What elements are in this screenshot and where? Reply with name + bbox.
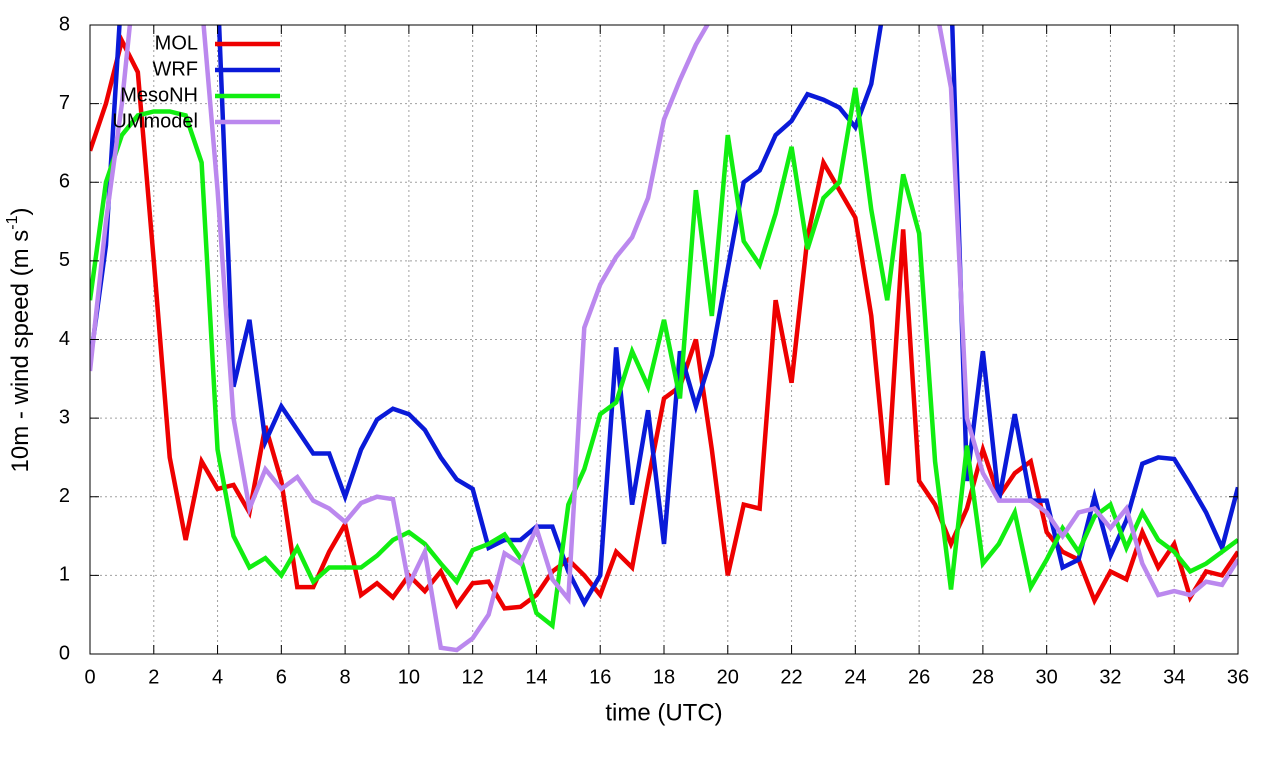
x-tick-label: 12 (462, 666, 484, 688)
y-tick-label: 6 (59, 171, 70, 193)
x-tick-label: 16 (589, 666, 611, 688)
x-tick-label: 4 (212, 666, 223, 688)
y-tick-label: 2 (59, 485, 70, 507)
series-line (90, 34, 1238, 611)
x-tick-label: 36 (1227, 666, 1249, 688)
y-tick-label: 0 (59, 642, 70, 664)
legend-label: WRF (152, 58, 198, 80)
y-tick-label: 5 (59, 249, 70, 271)
x-axis-title: time (UTC) (605, 699, 722, 726)
x-tick-label: 14 (525, 666, 547, 688)
legend-label: MesoNH (120, 84, 198, 106)
y-tick-label: 8 (59, 13, 70, 35)
y-axis-title: 10m - wind speed (m s-1) (4, 208, 34, 473)
x-tick-label: 0 (84, 666, 95, 688)
plot-lines (90, 25, 1238, 653)
y-axis-title-text: 10m - wind speed (m s (7, 230, 34, 473)
series-line (90, 25, 1238, 653)
x-tick-label: 28 (972, 666, 994, 688)
y-tick-label: 3 (59, 406, 70, 428)
y-axis-title-sup: -1 (4, 215, 21, 229)
y-tick-label: 7 (59, 92, 70, 114)
series-line (90, 25, 1238, 608)
x-tick-label: 6 (276, 666, 287, 688)
x-tick-label: 18 (653, 666, 675, 688)
x-tick-label: 8 (340, 666, 351, 688)
x-tick-label: 34 (1163, 666, 1185, 688)
x-tick-label: 30 (1036, 666, 1058, 688)
x-tick-label: 24 (844, 666, 866, 688)
x-tick-label: 20 (717, 666, 739, 688)
x-tick-label: 22 (780, 666, 802, 688)
x-tick-label: 2 (148, 666, 159, 688)
y-axis-title-suffix: ) (7, 208, 34, 216)
series-line (90, 87, 1238, 630)
legend-label: MOL (155, 32, 198, 54)
plot-border (89, 24, 1239, 655)
x-tick-label: 32 (1099, 666, 1121, 688)
legend-label: UMmodel (112, 110, 198, 132)
x-tick-label: 26 (908, 666, 930, 688)
y-tick-label: 4 (59, 328, 70, 350)
y-tick-label: 1 (59, 564, 70, 586)
x-tick-label: 10 (398, 666, 420, 688)
